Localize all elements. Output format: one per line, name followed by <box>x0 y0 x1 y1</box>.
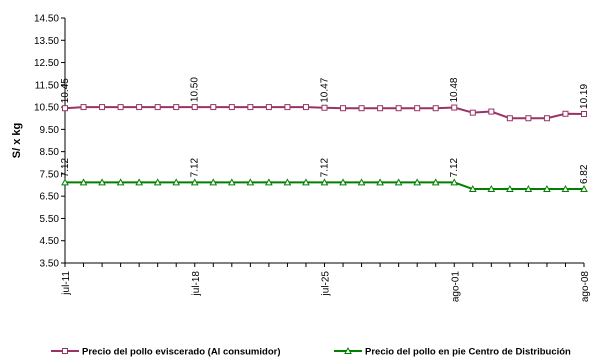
y-tick-label: 7.50 <box>40 169 60 180</box>
data-point <box>191 104 198 111</box>
data-point <box>413 178 422 186</box>
data-labels: 10.45 10.50 10.47 10.48 10.19 7.12 7.12 7.12 7.1… <box>60 77 590 184</box>
data-point <box>340 105 347 112</box>
data-point <box>98 178 106 186</box>
y-tick-label: 4.50 <box>40 236 60 247</box>
data-label: 7.12 <box>320 157 331 177</box>
data-point <box>377 105 384 112</box>
data-point <box>414 105 421 112</box>
y-tick-label: 13.50 <box>34 36 59 47</box>
data-label: 10.48 <box>449 77 460 102</box>
data-label: 7.12 <box>190 157 201 177</box>
data-point <box>321 104 328 111</box>
data-point <box>487 185 496 193</box>
data-point <box>320 178 329 186</box>
y-tick-label: 6.50 <box>40 192 60 203</box>
data-label: 10.50 <box>190 77 201 102</box>
data-point <box>265 178 273 186</box>
data-point <box>543 115 550 122</box>
data-point <box>136 104 143 111</box>
data-point <box>154 104 161 111</box>
y-tick-label: 14.50 <box>34 14 59 25</box>
y-tick-label: 3.50 <box>40 259 60 270</box>
series-layer <box>61 104 588 193</box>
data-point <box>468 185 477 193</box>
data-point <box>524 185 533 193</box>
data-point <box>488 108 495 115</box>
data-point <box>302 104 309 111</box>
data-point <box>561 185 570 193</box>
data-point <box>246 178 255 186</box>
data-point <box>431 178 440 186</box>
x-tick-label: jul-18 <box>191 271 202 297</box>
data-point <box>450 178 459 186</box>
data-point <box>173 104 180 111</box>
y-tick-label: 9.50 <box>40 125 60 136</box>
data-point <box>80 104 87 111</box>
data-point <box>117 104 124 111</box>
data-point <box>543 185 551 193</box>
data-point <box>265 104 272 111</box>
data-point <box>451 104 458 111</box>
legend-label: Precio del pollo en pie Centro de Distri… <box>365 347 571 358</box>
data-label: 10.45 <box>60 78 71 103</box>
data-point <box>506 185 514 193</box>
data-point <box>339 178 347 186</box>
data-point <box>581 110 587 117</box>
data-label: 10.19 <box>579 84 590 109</box>
legend-label: Precio del pollo eviscerado (Al consumid… <box>82 347 281 358</box>
legend-marker <box>344 346 352 354</box>
y-tick-label: 10.50 <box>34 103 59 114</box>
data-point <box>562 110 569 117</box>
data-point <box>432 105 439 112</box>
data-point <box>62 105 68 112</box>
data-point <box>469 109 476 116</box>
legend-marker <box>62 348 68 354</box>
data-label: 7.12 <box>60 157 71 177</box>
data-point <box>172 178 181 186</box>
data-label: 6.82 <box>579 164 590 184</box>
data-point <box>358 105 365 112</box>
x-tick-label: jul-25 <box>321 271 332 297</box>
data-label: 10.47 <box>320 77 331 102</box>
x-tick-label: ago-08 <box>580 271 591 303</box>
data-point <box>228 104 235 111</box>
data-point <box>284 104 291 111</box>
data-point <box>99 104 106 111</box>
y-tick-label: 12.50 <box>34 58 59 69</box>
data-label: 7.12 <box>449 157 460 177</box>
data-point <box>376 178 384 186</box>
data-point <box>227 178 236 186</box>
data-point <box>525 115 532 122</box>
data-point <box>580 185 588 193</box>
chart-axes: 14.50 13.50 12.50 11.50 10.50 9.50 8.50 7.50 6.5… <box>11 14 591 303</box>
data-point <box>116 178 125 186</box>
y-axis-title: S/ x kg <box>11 123 23 158</box>
data-point <box>79 178 88 186</box>
y-tick-label: 11.50 <box>35 80 60 91</box>
data-point <box>190 178 199 186</box>
data-point <box>283 178 292 186</box>
y-tick-label: 8.50 <box>40 147 60 158</box>
y-tick-label: 5.50 <box>40 214 60 225</box>
data-point <box>153 178 162 186</box>
data-point <box>61 178 69 186</box>
data-point <box>506 115 513 122</box>
legend: Precio del pollo eviscerado (Al consumid… <box>51 347 571 358</box>
x-tick-label: ago-01 <box>450 271 461 303</box>
data-point <box>209 178 218 186</box>
data-point <box>247 104 254 111</box>
data-point <box>357 178 366 186</box>
data-point <box>395 105 402 112</box>
data-point <box>394 178 403 186</box>
data-point <box>135 178 143 186</box>
data-point <box>210 104 217 111</box>
x-tick-label: jul-11 <box>61 271 72 296</box>
data-point <box>302 178 310 186</box>
